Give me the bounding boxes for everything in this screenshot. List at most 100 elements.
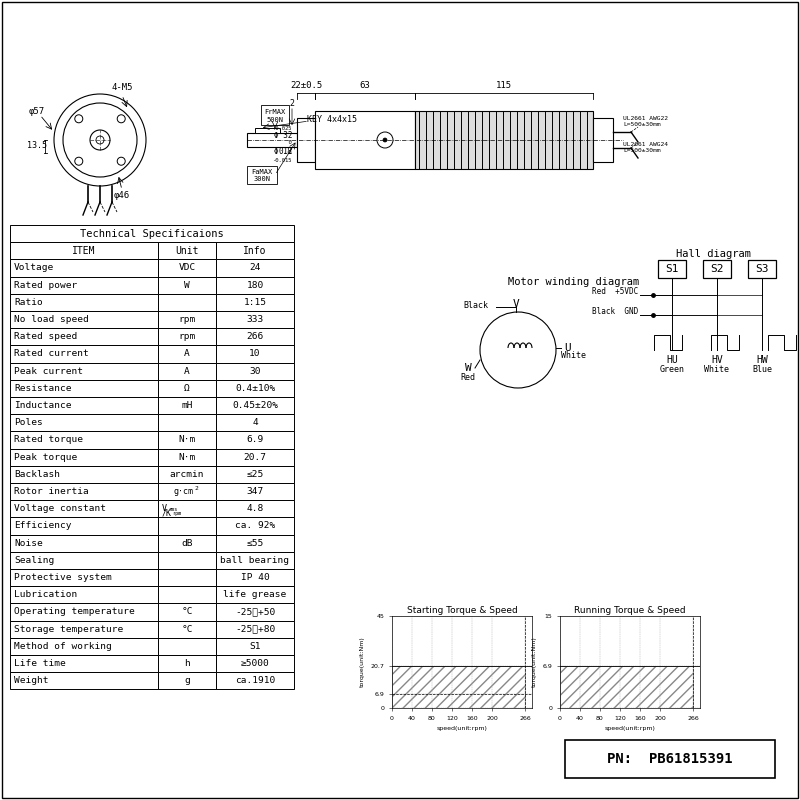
Bar (216, 259, 294, 277)
Text: ITEM: ITEM (72, 246, 96, 256)
Text: h: h (184, 659, 190, 668)
Text: 30: 30 (250, 366, 261, 376)
Text: V: V (513, 299, 519, 309)
Text: S1: S1 (250, 642, 261, 651)
Bar (158, 277, 216, 294)
Text: A: A (184, 366, 190, 376)
Text: 2: 2 (194, 486, 198, 491)
Bar (216, 328, 294, 346)
Bar (216, 449, 294, 466)
Text: Rated power: Rated power (14, 281, 78, 290)
Title: Running Torque & Speed: Running Torque & Speed (574, 606, 686, 615)
Text: HV: HV (711, 355, 723, 365)
Bar (216, 586, 294, 603)
Bar (158, 483, 216, 500)
Bar (10, 500, 158, 518)
Text: Φ 32: Φ 32 (274, 131, 292, 141)
Bar (158, 380, 216, 397)
Bar (10, 311, 158, 328)
Bar (255, 128, 280, 133)
Bar (158, 294, 216, 311)
Bar (10, 621, 158, 638)
Text: ≥5000: ≥5000 (241, 659, 270, 668)
Bar (158, 518, 216, 534)
Text: UL2661 AWG24: UL2661 AWG24 (623, 142, 668, 146)
Text: L=500±30mm: L=500±30mm (623, 122, 661, 127)
Bar (10, 449, 158, 466)
Bar (10, 466, 158, 483)
Text: S2: S2 (710, 264, 724, 274)
Circle shape (96, 136, 104, 144)
Bar (216, 655, 294, 672)
Bar (158, 414, 216, 431)
Bar (216, 242, 294, 259)
Text: 1:15: 1:15 (243, 298, 266, 307)
Text: Info: Info (243, 246, 266, 256)
Text: IP 40: IP 40 (241, 573, 270, 582)
Text: PN:  PB61815391: PN: PB61815391 (607, 752, 733, 766)
Bar (158, 586, 216, 603)
Bar (10, 362, 158, 380)
Text: ≤55: ≤55 (246, 538, 264, 548)
Text: Lubrication: Lubrication (14, 590, 78, 599)
Text: S1: S1 (666, 264, 678, 274)
Bar (10, 414, 158, 431)
Text: -25～+50: -25～+50 (235, 607, 275, 617)
Text: ≤25: ≤25 (246, 470, 264, 479)
Text: L=500±30mm: L=500±30mm (623, 149, 661, 154)
Text: 6.9: 6.9 (246, 435, 264, 445)
Text: 4: 4 (252, 418, 258, 427)
Text: Peak torque: Peak torque (14, 453, 78, 462)
Circle shape (54, 94, 146, 186)
Bar (415, 111, 593, 169)
Bar (10, 655, 158, 672)
Text: Unit: Unit (175, 246, 198, 256)
Bar (216, 311, 294, 328)
Bar (297, 118, 315, 162)
Bar (158, 500, 216, 518)
Text: -25～+80: -25～+80 (235, 625, 275, 634)
Text: 0: 0 (282, 141, 292, 146)
Bar (10, 518, 158, 534)
Bar (593, 118, 613, 162)
Text: Life time: Life time (14, 659, 66, 668)
Bar (10, 259, 158, 277)
Bar (158, 346, 216, 362)
Text: 10: 10 (250, 350, 261, 358)
Bar (216, 483, 294, 500)
Text: rpm: rpm (172, 511, 182, 516)
Text: +0.025: +0.025 (273, 126, 292, 131)
Bar (216, 569, 294, 586)
Text: rms: rms (168, 507, 178, 512)
Text: Red: Red (460, 374, 475, 382)
Circle shape (63, 103, 137, 177)
Text: W: W (466, 363, 472, 373)
Bar (216, 346, 294, 362)
Text: Technical Specificaions: Technical Specificaions (80, 229, 224, 238)
Bar (158, 397, 216, 414)
Text: dB: dB (182, 538, 193, 548)
Bar (748, 260, 776, 278)
Text: N·m: N·m (178, 435, 196, 445)
Bar (10, 569, 158, 586)
Bar (247, 133, 297, 147)
Bar (216, 397, 294, 414)
Bar (158, 655, 216, 672)
Bar (158, 259, 216, 277)
Text: S3: S3 (755, 264, 769, 274)
Bar (216, 518, 294, 534)
Bar (216, 466, 294, 483)
Bar (216, 534, 294, 552)
Bar (158, 328, 216, 346)
Bar (158, 569, 216, 586)
Bar (216, 414, 294, 431)
Text: Poles: Poles (14, 418, 42, 427)
Circle shape (118, 158, 126, 166)
Circle shape (74, 114, 82, 122)
Text: rpm: rpm (178, 332, 196, 342)
Text: 180: 180 (246, 281, 264, 290)
Text: Rated speed: Rated speed (14, 332, 78, 342)
Text: life grease: life grease (223, 590, 286, 599)
Bar (658, 260, 686, 278)
Text: /K: /K (162, 508, 172, 518)
